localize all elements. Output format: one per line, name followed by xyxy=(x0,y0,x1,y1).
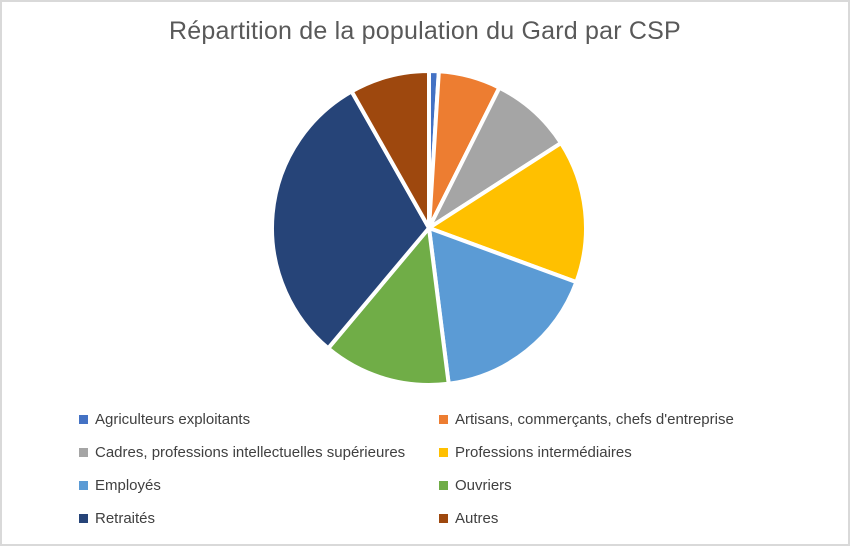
pie-slice-7 xyxy=(349,69,431,230)
legend-label: Retraités xyxy=(95,510,156,527)
legend: Agriculteurs exploitants Artisans, commer… xyxy=(79,403,734,535)
legend-item: Artisans, commerçants, chefs d'entrepris… xyxy=(439,411,734,428)
legend-item: Agriculteurs exploitants xyxy=(79,411,439,428)
legend-marker-icon xyxy=(439,481,448,490)
legend-item: Cadres, professions intellectuelles supé… xyxy=(79,444,439,461)
pie-slice-3 xyxy=(427,141,588,285)
legend-marker-icon xyxy=(439,415,448,424)
legend-label: Cadres, professions intellectuelles supé… xyxy=(95,444,406,461)
legend-marker-icon xyxy=(79,415,88,424)
legend-label: Employés xyxy=(95,477,161,494)
pie-slice-4 xyxy=(427,226,579,386)
legend-item: Employés xyxy=(79,477,439,494)
legend-label: Ouvriers xyxy=(455,477,512,494)
legend-marker-icon xyxy=(79,514,88,523)
legend-marker-icon xyxy=(439,514,448,523)
legend-label: Agriculteurs exploitants xyxy=(95,411,251,428)
chart-title: Répartition de la population du Gard par… xyxy=(169,17,681,45)
pie-slice-6 xyxy=(270,89,431,351)
legend-marker-icon xyxy=(79,448,88,457)
legend-label: Professions intermédiaires xyxy=(455,444,632,461)
legend-marker-icon xyxy=(439,448,448,457)
legend-marker-icon xyxy=(79,481,88,490)
legend-label: Autres xyxy=(455,510,499,527)
pie-chart xyxy=(270,69,588,387)
legend-item: Retraités xyxy=(79,510,439,527)
legend-label: Artisans, commerçants, chefs d'entrepris… xyxy=(455,411,734,428)
legend-item: Autres xyxy=(439,510,734,527)
pie-slice-5 xyxy=(326,226,451,387)
legend-item: Professions intermédiaires xyxy=(439,444,734,461)
legend-item: Ouvriers xyxy=(439,477,734,494)
